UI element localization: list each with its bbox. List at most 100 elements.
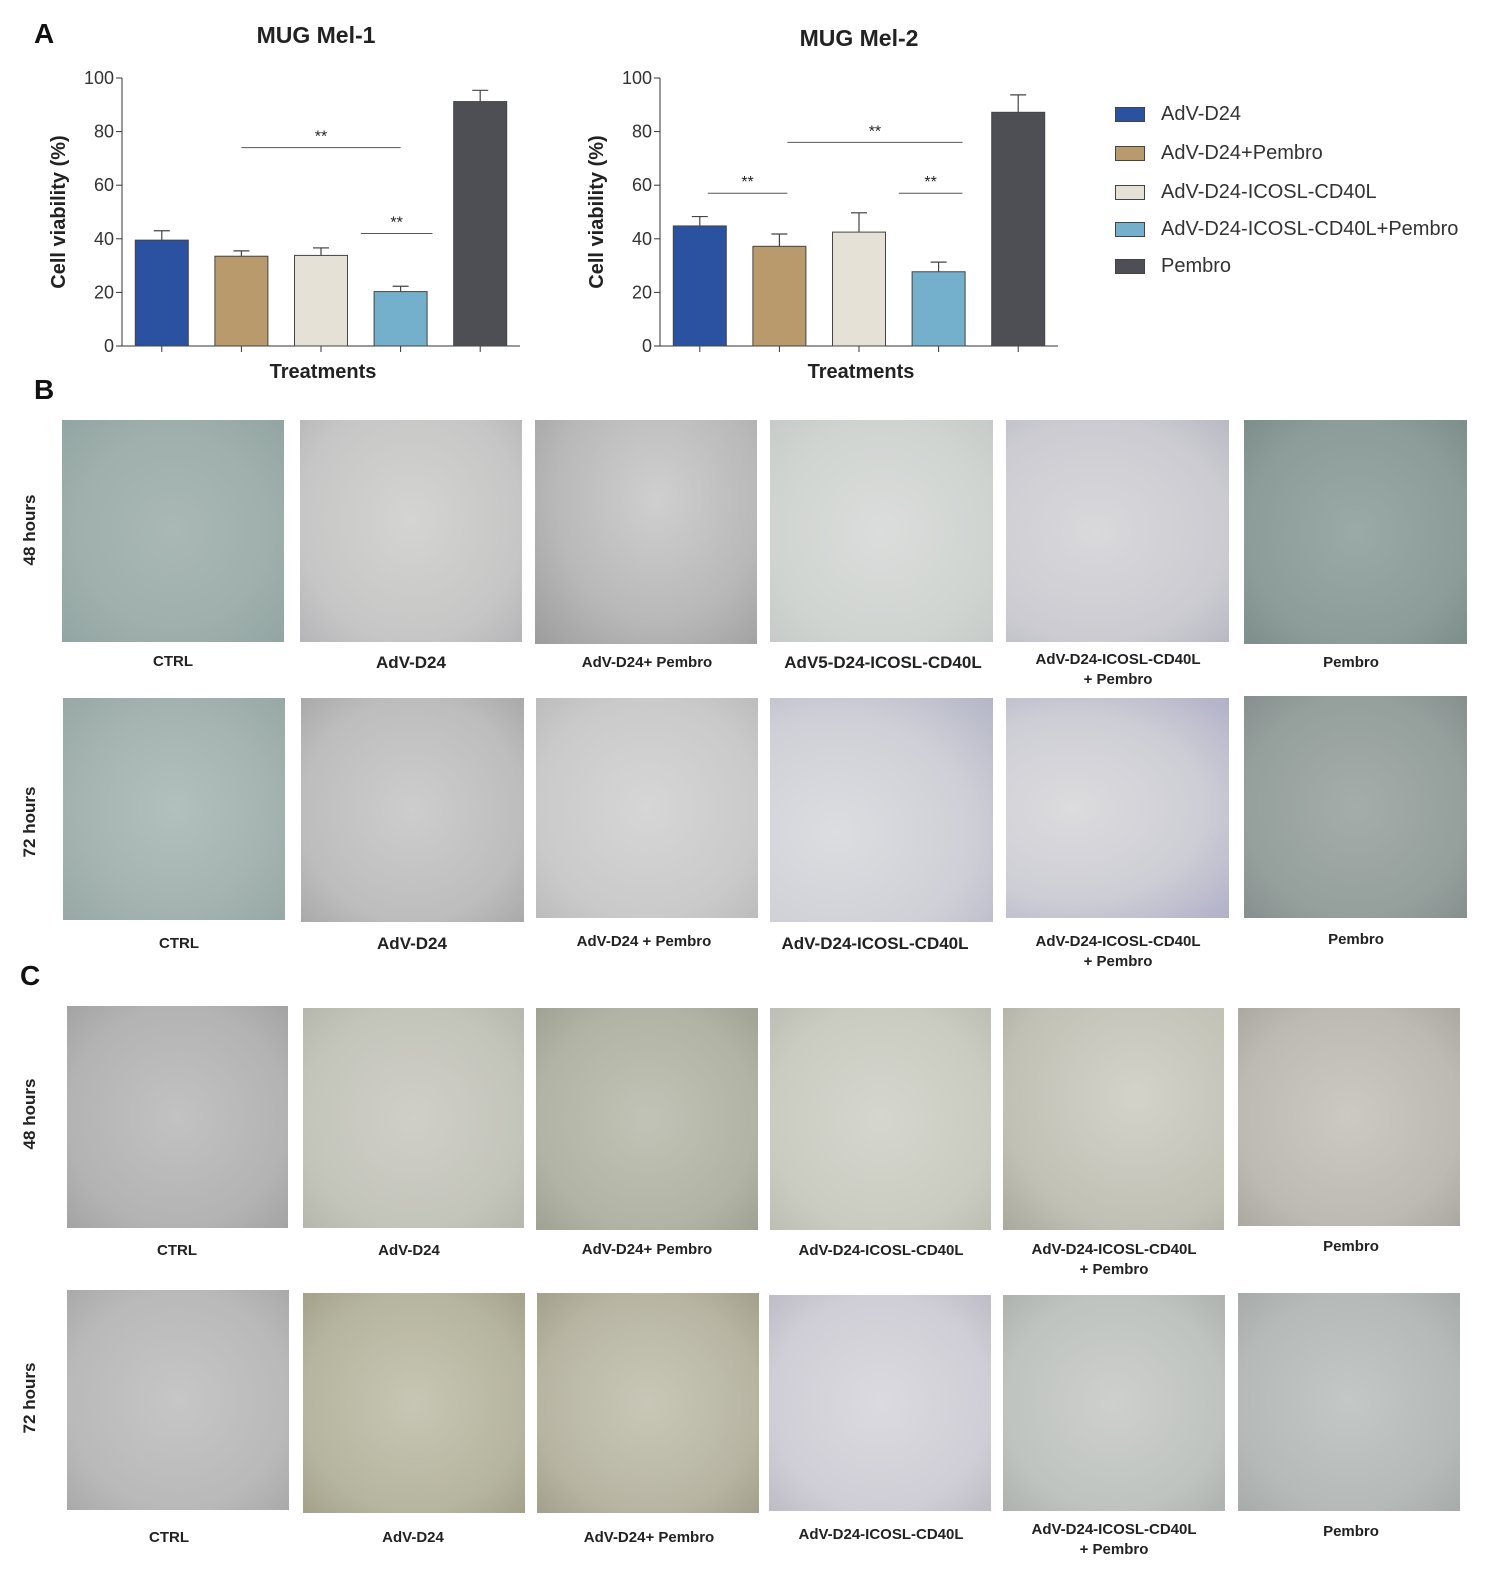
caption-b-72h-adv-d24: AdV-D24: [377, 934, 447, 953]
micrograph-c-48h-ctrl: [67, 1006, 288, 1228]
micrograph-c-72h-icosl: [769, 1295, 991, 1511]
micrograph-c-48h-pembro: [1238, 1008, 1460, 1226]
caption-b-72h-icosl-pembro: AdV-D24-ICOSL-CD40L + Pembro: [1035, 933, 1201, 970]
legend-swatch: [1115, 107, 1145, 122]
micrograph-c-48h-icosl-pembro: [1003, 1008, 1224, 1230]
chart-mug-mel-1: MUG Mel-1 0 20 40 60 80 100 Cell viability (%) T…: [40, 10, 600, 390]
caption-c-72h-pembro: Pembro: [1323, 1523, 1379, 1540]
chart-mel1-svg: MUG Mel-1 0 20 40 60 80 100 Cell viability (%) T…: [48, 22, 520, 383]
micrograph-c-72h-icosl-pembro: [1003, 1295, 1225, 1511]
micrograph-b-72h-adv-d24-pembro: [536, 698, 758, 918]
caption-b-72h-icosl: AdV-D24-ICOSL-CD40L: [781, 934, 969, 953]
panel-b-row-label-48h: 48 hours: [20, 494, 39, 566]
legend-swatch: [1115, 185, 1145, 200]
micrograph-b-48h-adv-d24-pembro: [535, 420, 757, 644]
caption-c-48h-adv-d24-pembro: AdV-D24+ Pembro: [581, 1241, 713, 1258]
caption-b-48h-pembro: Pembro: [1323, 654, 1379, 671]
bar: [453, 101, 508, 347]
caption-b-48h-adv-d24: AdV-D24: [376, 653, 446, 672]
legend-swatch: [1115, 222, 1145, 237]
chart-mug-mel-2: MUG Mel-2 0 20 40 60 80 100 Cell viability (%) T…: [578, 10, 1138, 390]
legend-label: AdV-D24: [1161, 103, 1242, 125]
legend-item-adv-d24-icosl-cd40l: AdV-D24-ICOSL-CD40L: [1115, 181, 1495, 207]
y-tick-label: 20: [94, 282, 114, 302]
y-tick-label: 40: [94, 229, 114, 249]
chart-mel2-svg: MUG Mel-2 0 20 40 60 80 100 Cell viability (%) T…: [586, 25, 1058, 383]
micrograph-b-72h-ctrl: [63, 698, 285, 920]
legend-label: AdV-D24+Pembro: [1161, 142, 1323, 164]
y-tick-label: 60: [632, 175, 652, 195]
micrograph-b-72h-icosl-pembro: [1006, 698, 1229, 918]
caption-c-48h-icosl: AdV-D24-ICOSL-CD40L: [798, 1242, 964, 1259]
significance-label: **: [315, 129, 327, 146]
y-tick-label: 40: [632, 229, 652, 249]
caption-b-72h-adv-d24-pembro: AdV-D24 + Pembro: [576, 933, 712, 950]
panel-c-row-label-72h: 72 hours: [20, 1362, 39, 1434]
panel-c-row-label-48h: 48 hours: [20, 1078, 39, 1150]
y-tick-label: 0: [104, 336, 114, 356]
legend-swatch: [1115, 146, 1145, 161]
caption-c-72h-adv-d24: AdV-D24: [382, 1529, 444, 1546]
caption-b-48h-icosl-pembro: AdV-D24-ICOSL-CD40L + Pembro: [1035, 651, 1201, 688]
caption-c-48h-ctrl: CTRL: [157, 1242, 197, 1259]
panel-letter-c: C: [20, 960, 41, 991]
caption-c-72h-icosl: AdV-D24-ICOSL-CD40L: [798, 1526, 964, 1543]
caption-c-48h-adv-d24: AdV-D24: [378, 1242, 440, 1259]
legend-item-adv-d24: AdV-D24: [1115, 103, 1495, 129]
panel-letter-b: B: [34, 374, 55, 405]
caption-c-48h-icosl-pembro: AdV-D24-ICOSL-CD40L + Pembro: [1031, 1241, 1197, 1278]
panel-letter-a: A: [34, 18, 55, 49]
bar: [832, 231, 886, 347]
caption-b-72h-pembro: Pembro: [1328, 931, 1384, 948]
bar: [134, 239, 189, 347]
chart-title: MUG Mel-2: [800, 25, 919, 51]
x-axis-label: Treatments: [270, 361, 377, 383]
caption-c-72h-icosl-pembro: AdV-D24-ICOSL-CD40L + Pembro: [1031, 1521, 1197, 1558]
caption-c-72h-adv-d24-pembro: AdV-D24+ Pembro: [583, 1529, 715, 1546]
chart-title: MUG Mel-1: [257, 22, 376, 48]
significance-label: **: [869, 123, 881, 140]
legend-item-pembro: Pembro: [1115, 255, 1495, 281]
micrograph-b-72h-pembro: [1244, 696, 1467, 918]
bar: [752, 245, 807, 347]
legend-item-adv-d24-pembro: AdV-D24+Pembro: [1115, 142, 1495, 168]
micrograph-b-48h-ctrl: [62, 420, 284, 642]
micrograph-b-72h-icosl: [770, 698, 993, 922]
bar: [373, 291, 428, 347]
y-tick-label: 80: [94, 122, 114, 142]
caption-c-72h-ctrl: CTRL: [149, 1529, 189, 1546]
legend-label: AdV-D24-ICOSL-CD40L: [1161, 181, 1377, 203]
micrograph-c-72h-adv-d24: [303, 1293, 525, 1513]
micrograph-c-72h-adv-d24-pembro: [537, 1293, 759, 1513]
bar: [911, 271, 966, 347]
significance-label: **: [924, 174, 936, 191]
micrograph-b-48h-icosl: [770, 420, 993, 642]
legend-label: AdV-D24-ICOSL-CD40L+Pembro: [1161, 218, 1459, 240]
panel-b-row-label-72h: 72 hours: [20, 786, 39, 858]
micrograph-b-48h-icosl-pembro: [1006, 420, 1229, 642]
legend-swatch: [1115, 259, 1145, 274]
micrograph-c-48h-adv-d24: [303, 1008, 524, 1228]
caption-b-48h-adv-d24-pembro: AdV-D24+ Pembro: [581, 654, 713, 671]
micrograph-b-72h-adv-d24: [301, 698, 524, 922]
caption-b-48h-icosl: AdV5-D24-ICOSL-CD40L: [784, 653, 982, 672]
x-axis-label: Treatments: [808, 361, 915, 383]
significance-label: **: [741, 174, 753, 191]
micrograph-b-48h-pembro: [1244, 420, 1467, 644]
legend-item-adv-d24-icosl-cd40l-pembro: AdV-D24-ICOSL-CD40L+Pembro: [1115, 218, 1495, 244]
y-tick-label: 80: [632, 122, 652, 142]
micrograph-c-48h-adv-d24-pembro: [536, 1008, 758, 1230]
y-tick-label: 20: [632, 282, 652, 302]
bar: [672, 225, 727, 347]
caption-c-48h-pembro: Pembro: [1323, 1238, 1379, 1255]
y-axis-label: Cell viability (%): [48, 135, 70, 288]
micrograph-c-72h-pembro: [1238, 1293, 1460, 1511]
micrograph-c-72h-ctrl: [67, 1290, 289, 1510]
legend-label: Pembro: [1161, 255, 1232, 277]
y-tick-label: 100: [622, 68, 652, 88]
micrograph-b-48h-adv-d24: [300, 420, 522, 642]
y-tick-label: 100: [84, 68, 114, 88]
bar: [991, 111, 1046, 347]
micrograph-c-48h-icosl: [770, 1008, 991, 1230]
caption-b-72h-ctrl: CTRL: [159, 935, 199, 952]
